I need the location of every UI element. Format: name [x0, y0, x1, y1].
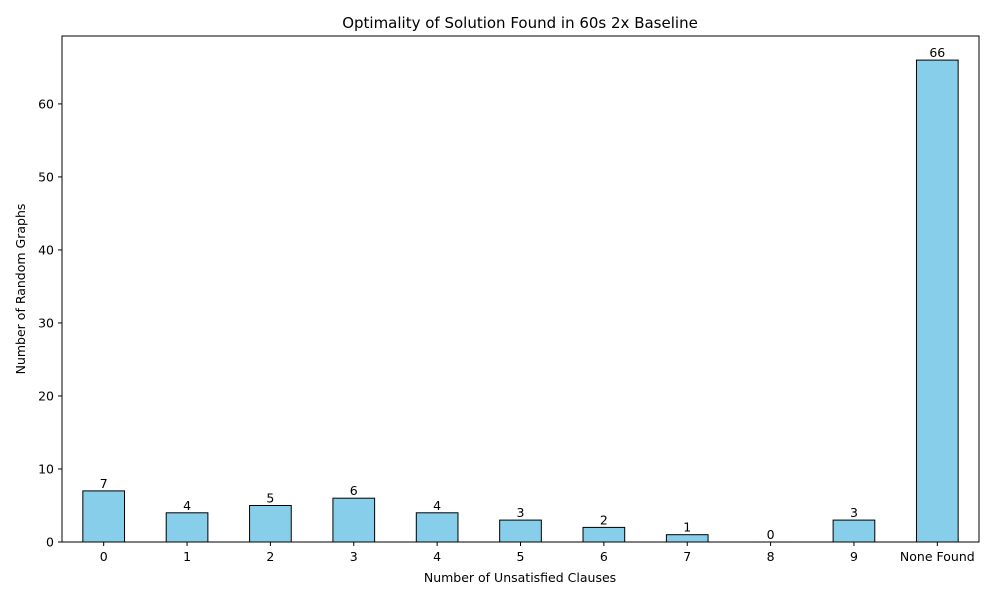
plot-frame: [61, 35, 980, 543]
x-tick-label: 3: [350, 549, 358, 564]
y-tick-label: 60: [38, 96, 54, 111]
x-tick-label: 2: [266, 549, 274, 564]
y-tick-label: 0: [46, 535, 54, 550]
bar: [415, 512, 459, 543]
data-label: 0: [767, 527, 775, 542]
data-label: 2: [600, 512, 608, 527]
y-tick-label: 10: [38, 461, 54, 476]
bar: [915, 59, 959, 543]
data-label: 5: [266, 490, 274, 505]
bar: [582, 526, 626, 543]
y-tick-label: 20: [38, 388, 54, 403]
x-tick-label: 4: [433, 549, 441, 564]
bar: [332, 497, 376, 543]
bar: [249, 504, 292, 543]
data-label: 3: [517, 505, 525, 520]
bar: [832, 519, 876, 543]
data-label: 3: [850, 505, 858, 520]
data-label: 66: [929, 45, 945, 60]
data-label: 4: [433, 498, 441, 513]
x-tick-label: 6: [600, 549, 608, 564]
bar: [165, 512, 209, 543]
data-label: 4: [183, 498, 191, 513]
x-tick-label: 7: [683, 549, 691, 564]
x-tick-label: None Found: [900, 549, 975, 564]
x-tick-label: 0: [100, 549, 108, 564]
bar: [499, 519, 542, 543]
chart-title: Optimality of Solution Found in 60s 2x B…: [342, 14, 698, 32]
y-axis-label: Number of Random Graphs: [13, 204, 28, 375]
x-tick-label: 1: [183, 549, 191, 564]
data-label: 7: [100, 476, 108, 491]
data-label: 1: [683, 520, 691, 535]
bar: [82, 490, 126, 543]
y-tick-label: 40: [38, 242, 54, 257]
x-tick-label: 8: [767, 549, 775, 564]
y-tick-label: 50: [38, 169, 54, 184]
bar: [665, 534, 709, 543]
x-tick-label: 5: [517, 549, 525, 564]
y-tick-label: 30: [38, 315, 54, 330]
data-label: 6: [350, 483, 358, 498]
x-tick-label: 9: [850, 549, 858, 564]
x-axis-label: Number of Unsatisfied Clauses: [424, 570, 616, 585]
